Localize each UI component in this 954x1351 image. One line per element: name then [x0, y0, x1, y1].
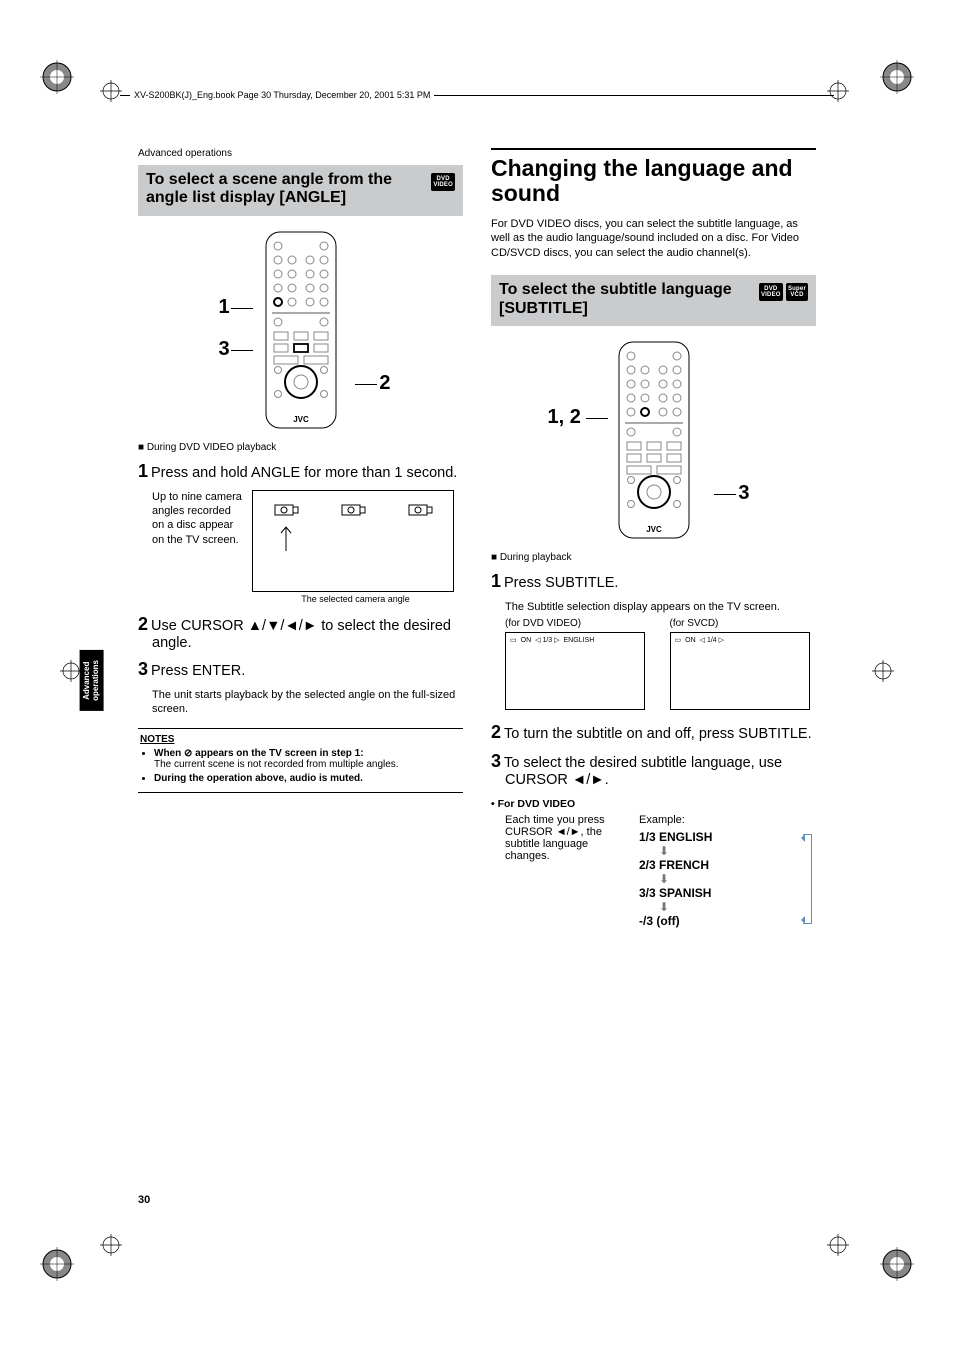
context-dvd-playback: ■ During DVD VIDEO playback	[138, 442, 463, 453]
osd-svcd: ▭ON◁ 1/4 ▷	[670, 632, 810, 710]
svg-text:JVC: JVC	[293, 415, 309, 424]
main-heading: Changing the language and sound	[491, 148, 816, 207]
example-label: Example:	[639, 814, 816, 826]
section-title-angle: To select a scene angle from the angle l…	[146, 171, 455, 208]
camera-icon	[405, 497, 435, 519]
dvd-note-heading: • For DVD VIDEO	[491, 798, 816, 810]
crosshair-icon	[827, 1234, 849, 1261]
dvd-note-body: Each time you press CURSOR ◄/►, the subt…	[505, 814, 625, 928]
content: Advanced operations DVD VIDEO To select …	[138, 148, 816, 1221]
badge-dvd-video: DVD VIDEO	[759, 283, 783, 301]
camera-icon	[338, 497, 368, 519]
arrow-up-icon	[279, 521, 293, 551]
remote-icon: JVC	[256, 230, 346, 430]
arrow-down-icon: ⬇	[659, 900, 800, 914]
arrow-down-icon: ⬇	[659, 844, 800, 858]
crosshair-icon	[827, 80, 849, 107]
cycle-item: 3/3 SPANISH	[639, 886, 800, 900]
framemaker-header: XV-S200BK(J)_Eng.book Page 30 Thursday, …	[120, 95, 834, 96]
regmark-top-right	[880, 60, 914, 94]
running-head: Advanced operations	[138, 148, 463, 159]
callout-1: 1	[219, 296, 230, 319]
remote-figure-right: JVC 1, 2 3	[544, 340, 764, 540]
remote-icon: JVC	[609, 340, 699, 540]
callout-12: 1, 2	[548, 406, 581, 429]
notes-box: NOTES When ⊘ appears on the TV screen in…	[138, 728, 463, 793]
angle-caption: The selected camera angle	[248, 594, 463, 604]
intro-text: For DVD VIDEO discs, you can select the …	[491, 217, 816, 262]
step-3-sub: The unit starts playback by the selected…	[152, 688, 463, 717]
step-2: 2Use CURSOR ▲/▼/◄/► to select the desire…	[152, 614, 463, 651]
section-box-subtitle: DVD VIDEO Super VCD To select the subtit…	[491, 275, 816, 326]
osd-svcd-label: (for SVCD)	[670, 618, 817, 629]
angle-preview-figure	[252, 490, 454, 592]
crosshair-mid-left	[60, 660, 82, 682]
callout-3: 3	[219, 338, 230, 361]
cycle-item: 2/3 FRENCH	[639, 858, 800, 872]
osd-dvd-label: (for DVD VIDEO)	[505, 618, 652, 629]
crosshair-mid-right	[872, 660, 894, 682]
crosshair-icon	[100, 1234, 122, 1261]
osd-examples: (for DVD VIDEO) ▭ON◁ 1/3 ▷ENGLISH (for S…	[505, 618, 816, 710]
arrow-down-icon: ⬇	[659, 872, 800, 886]
step-1-sub: Up to nine camera angles recorded on a d…	[152, 490, 242, 547]
callout-3: 3	[738, 482, 749, 505]
step-1: 1Press and hold ANGLE for more than 1 se…	[152, 461, 463, 482]
language-cycle: 1/3 ENGLISH ⬇ 2/3 FRENCH ⬇ 3/3 SPANISH ⬇…	[639, 830, 816, 928]
badge-dvd-video: DVD VIDEO	[431, 173, 455, 191]
section-box-angle: DVD VIDEO To select a scene angle from t…	[138, 165, 463, 216]
page-number: 30	[138, 1194, 150, 1206]
regmark-bottom-right	[880, 1247, 914, 1281]
remote-figure-left: JVC 1 3 2	[201, 230, 401, 430]
note-item: When ⊘ appears on the TV screen in step …	[154, 748, 461, 770]
badge-super-vcd: Super VCD	[786, 283, 808, 301]
step-3: 3To select the desired subtitle language…	[505, 751, 816, 788]
page: XV-S200BK(J)_Eng.book Page 30 Thursday, …	[0, 0, 954, 1351]
callout-2: 2	[379, 372, 390, 395]
cycle-item: 1/3 ENGLISH	[639, 830, 800, 844]
svg-text:JVC: JVC	[646, 525, 662, 534]
cycle-item: -/3 (off)	[639, 914, 800, 928]
regmark-top-left	[40, 60, 74, 94]
crosshair-icon	[100, 80, 122, 107]
step-1-sub: The Subtitle selection display appears o…	[505, 600, 816, 614]
note-item: During the operation above, audio is mut…	[154, 773, 461, 784]
framemaker-text: XV-S200BK(J)_Eng.book Page 30 Thursday, …	[130, 90, 434, 100]
regmark-bottom-left	[40, 1247, 74, 1281]
context-playback: ■ During playback	[491, 552, 816, 563]
left-column: Advanced operations DVD VIDEO To select …	[138, 148, 463, 1221]
step-1: 1Press SUBTITLE.	[505, 571, 816, 592]
step-2: 2To turn the subtitle on and off, press …	[505, 722, 816, 743]
side-tab: Advanced operations	[80, 650, 104, 711]
notes-title: NOTES	[140, 734, 461, 745]
osd-dvd: ▭ON◁ 1/3 ▷ENGLISH	[505, 632, 645, 710]
step-3: 3Press ENTER.	[152, 659, 463, 680]
cycle-bracket-icon	[803, 834, 812, 924]
camera-icon	[271, 497, 301, 519]
right-column: Changing the language and sound For DVD …	[491, 148, 816, 1221]
